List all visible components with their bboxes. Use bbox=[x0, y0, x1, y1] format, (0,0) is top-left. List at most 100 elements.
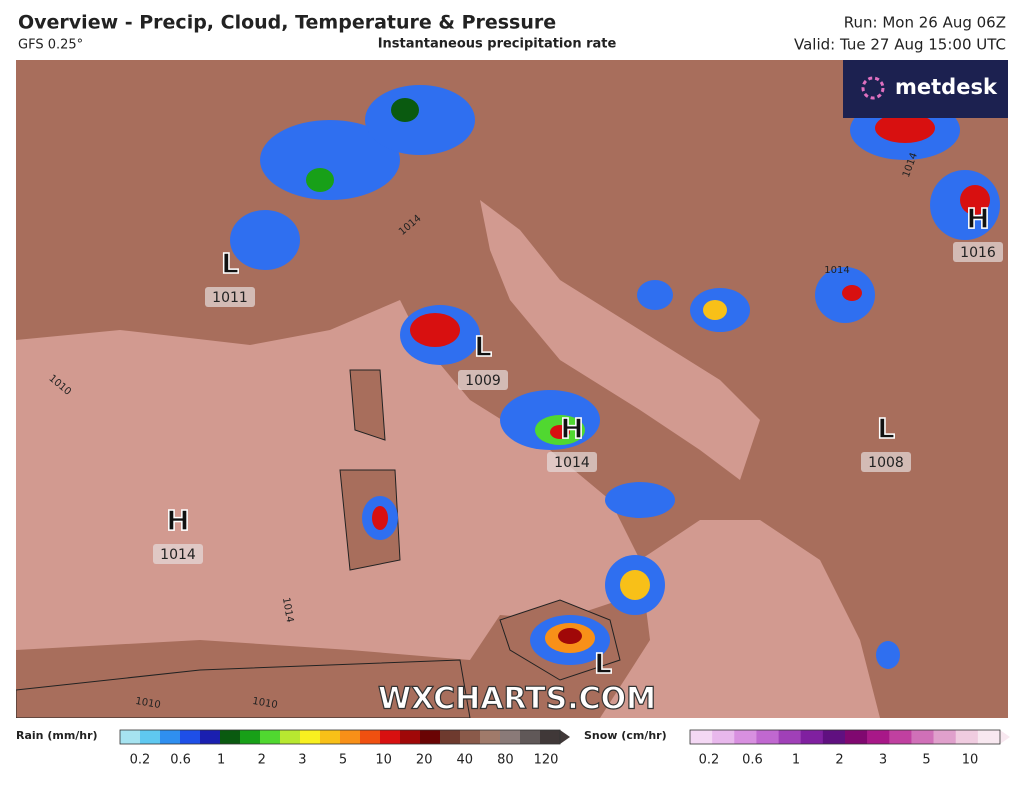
snow-tick-label: 2 bbox=[835, 753, 843, 768]
rain-swatch bbox=[280, 730, 301, 744]
rain-tick-label: 0.2 bbox=[130, 753, 151, 768]
snow-swatch bbox=[889, 730, 912, 744]
rain-frame bbox=[119, 729, 561, 745]
snow-tick-label: 0.2 bbox=[699, 753, 720, 768]
value-box bbox=[861, 452, 911, 472]
rain-tick-label: 3 bbox=[298, 753, 306, 768]
model: GFS 0.25° bbox=[18, 38, 83, 53]
rain-tick-label: 1 bbox=[217, 753, 225, 768]
brand: metdesk bbox=[895, 75, 998, 99]
title: Overview - Precip, Cloud, Temperature & … bbox=[18, 12, 556, 34]
brand-box bbox=[843, 60, 1008, 118]
rain-swatch bbox=[300, 730, 321, 744]
pressure-layer: L 1011 L 1009 H 1014 L 1008 H 1014 H 1016 L 1014 1014 1… bbox=[46, 151, 1003, 711]
snow-swatch bbox=[778, 730, 802, 744]
snow-swatch bbox=[977, 730, 1001, 744]
snow-swatch bbox=[933, 730, 957, 744]
isobar-label: 1014 bbox=[824, 265, 849, 276]
snow-tick-label: 10 bbox=[962, 753, 979, 768]
rain-swatch bbox=[480, 730, 501, 744]
rain-swatch bbox=[540, 730, 561, 744]
rain-tick-label: 10 bbox=[375, 753, 392, 768]
snow-swatch bbox=[734, 730, 757, 744]
snow-swatch bbox=[911, 730, 934, 744]
rain-swatch bbox=[460, 730, 481, 744]
rain-swatch bbox=[180, 730, 201, 744]
pressure-value: 1014 bbox=[160, 547, 196, 563]
pressure-symbol: H bbox=[166, 504, 189, 537]
sea bbox=[16, 300, 640, 660]
pressure-symbol: L bbox=[221, 247, 239, 280]
snow-swatch bbox=[867, 730, 890, 744]
snow-swatch bbox=[756, 730, 779, 744]
rain-legend-title: Rain (mm/hr) bbox=[16, 729, 98, 742]
sea bbox=[600, 520, 880, 718]
rain-swatch bbox=[320, 730, 341, 744]
rain-tick-label: 40 bbox=[457, 753, 474, 768]
rain-tick-label: 5 bbox=[339, 753, 347, 768]
snow-swatch bbox=[690, 730, 713, 744]
rain-tick-label: 80 bbox=[497, 753, 514, 768]
rain-swatch bbox=[260, 730, 281, 744]
rain-swatch bbox=[340, 730, 361, 744]
snow-tick-label: 0.6 bbox=[742, 753, 763, 768]
rain-swatch bbox=[220, 730, 241, 744]
value-box bbox=[153, 544, 203, 564]
snow-tick-label: 3 bbox=[879, 753, 887, 768]
snow-legend-title: Snow (cm/hr) bbox=[584, 729, 667, 742]
rain-swatch bbox=[360, 730, 381, 744]
brand-logo bbox=[861, 76, 885, 100]
rain-tick-label: 0.6 bbox=[170, 753, 191, 768]
valid: Valid: Tue 27 Aug 15:00 UTC bbox=[794, 36, 1006, 54]
pressure-value: 1016 bbox=[960, 245, 996, 261]
run: Run: Mon 26 Aug 06Z bbox=[844, 14, 1006, 32]
snow-swatch bbox=[800, 730, 824, 744]
snow-swatch bbox=[845, 730, 868, 744]
snow-swatch bbox=[712, 730, 735, 744]
snow-swatch bbox=[822, 730, 846, 744]
subtitle: Instantaneous precipitation rate bbox=[378, 37, 617, 52]
map: L 1011 L 1009 H 1014 L 1008 H 1014 H 1016 L 1014 1014 1… bbox=[16, 60, 1008, 718]
pressure-value: 1008 bbox=[868, 455, 904, 471]
pressure-symbol: L bbox=[877, 412, 895, 445]
value-box bbox=[205, 287, 255, 307]
rain-tick-label: 120 bbox=[534, 753, 559, 768]
pressure-value: 1011 bbox=[212, 290, 248, 306]
corsica bbox=[349, 369, 386, 441]
rain-swatch bbox=[400, 730, 421, 744]
snow-tick-label: 1 bbox=[792, 753, 800, 768]
pressure-value: 1009 bbox=[465, 373, 501, 389]
rain-swatch bbox=[200, 730, 221, 744]
rain-swatch bbox=[500, 730, 521, 744]
isobar-label: 1014 bbox=[280, 597, 295, 624]
isobar-label: 1010 bbox=[251, 696, 278, 711]
rain-tick-label: 2 bbox=[258, 753, 266, 768]
rain-tick-label: 20 bbox=[416, 753, 433, 768]
sea bbox=[480, 200, 760, 480]
snow-arrow bbox=[1000, 730, 1010, 744]
isobar-label: 1010 bbox=[134, 696, 161, 711]
pressure-symbol: H bbox=[560, 412, 583, 445]
rain-swatch bbox=[520, 730, 541, 744]
pressure-symbol: L bbox=[474, 330, 492, 363]
rain-swatch bbox=[160, 730, 181, 744]
africa bbox=[16, 659, 471, 718]
pressure-value: 1014 bbox=[554, 455, 590, 471]
value-box bbox=[547, 452, 597, 472]
snow-tick-label: 5 bbox=[922, 753, 930, 768]
snow-frame bbox=[689, 729, 1001, 745]
rain-swatch bbox=[140, 730, 161, 744]
value-box bbox=[953, 242, 1003, 262]
watermark: WXCHARTS.COM bbox=[378, 682, 656, 717]
rain-arrow bbox=[560, 730, 570, 744]
rain-swatch bbox=[440, 730, 461, 744]
rain-swatch bbox=[380, 730, 401, 744]
value-box bbox=[458, 370, 508, 390]
pressure-symbol: L bbox=[594, 647, 612, 680]
precipitation bbox=[230, 85, 1000, 669]
rain-swatch bbox=[420, 730, 441, 744]
pressure-symbol: H bbox=[966, 202, 989, 235]
snow-swatch bbox=[955, 730, 979, 744]
rain-swatch bbox=[120, 730, 141, 744]
